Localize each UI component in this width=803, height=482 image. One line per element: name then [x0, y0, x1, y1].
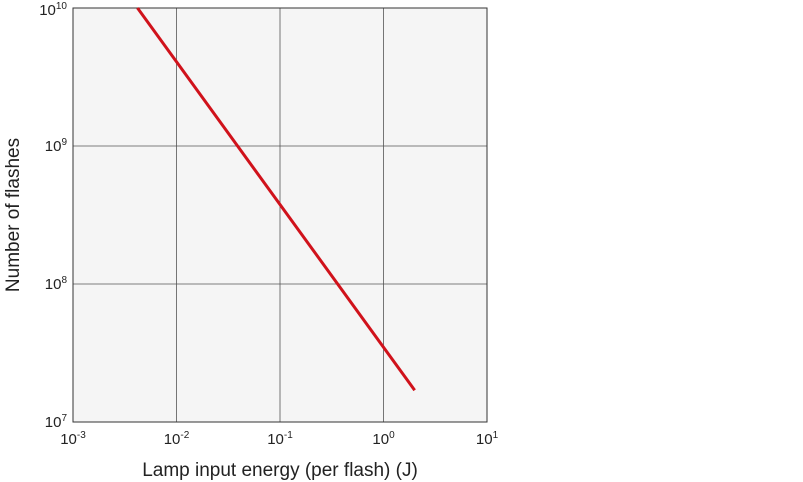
series-line	[136, 7, 416, 392]
y-tick-label: 1010	[39, 1, 67, 19]
y-tick-label: 109	[45, 137, 68, 155]
x-axis-label: Lamp input energy (per flash) (J)	[142, 460, 418, 481]
y-tick-labels: 107 108 109 1010	[39, 1, 67, 431]
plot-frame	[72, 7, 488, 423]
x-tick-label: 101	[476, 430, 499, 448]
y-axis-label: Number of flashes	[3, 138, 24, 292]
x-tick-label: 10-3	[60, 430, 86, 448]
x-tick-label: 10-1	[267, 430, 293, 448]
x-tick-label: 10-2	[164, 430, 190, 448]
y-tick-label: 108	[45, 275, 68, 293]
x-tick-label: 100	[372, 430, 395, 448]
x-tick-labels: 10-3 10-2 10-1 100 101	[60, 430, 498, 448]
y-tick-label: 107	[45, 413, 68, 431]
series-layer	[136, 7, 416, 392]
